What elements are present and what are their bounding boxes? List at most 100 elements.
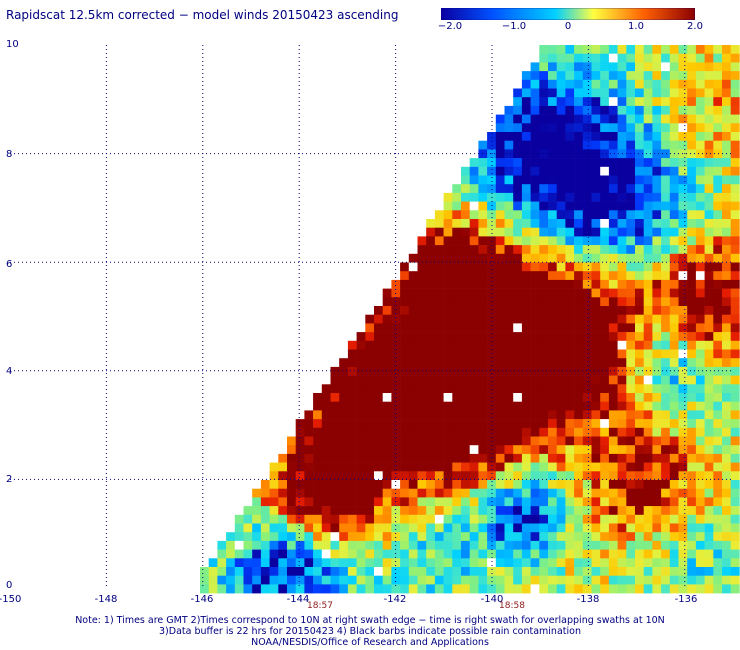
swath-cell xyxy=(443,488,453,498)
swath-cell xyxy=(643,71,653,81)
swath-cell xyxy=(591,297,601,307)
swath-cell xyxy=(643,279,653,289)
swath-cell xyxy=(626,436,636,446)
swath-cell xyxy=(600,166,610,176)
swath-cell xyxy=(600,549,610,559)
swath-cell xyxy=(504,471,514,481)
swath-cell xyxy=(269,488,279,498)
swath-cell xyxy=(617,184,627,194)
swath-cell xyxy=(704,219,714,228)
swath-cell xyxy=(382,584,392,594)
swath-cell xyxy=(391,384,401,394)
swath-cell xyxy=(269,480,279,489)
swath-cell xyxy=(722,410,731,420)
swath-cell xyxy=(608,575,618,585)
swath-cell xyxy=(626,514,636,524)
swath-cell xyxy=(443,393,453,402)
swath-cell xyxy=(582,88,592,98)
swath-cell xyxy=(504,332,514,342)
swath-cell xyxy=(400,332,410,342)
swath-cell xyxy=(730,401,740,411)
swath-cell xyxy=(521,575,531,585)
swath-cell xyxy=(426,306,436,315)
swath-cell xyxy=(652,140,662,150)
swath-cell xyxy=(687,88,697,98)
swath-cell xyxy=(713,166,723,176)
swath-cell xyxy=(243,540,253,550)
swath-cell xyxy=(695,140,705,150)
swath-cell xyxy=(556,201,566,211)
swath-cell xyxy=(600,314,610,324)
swath-cell xyxy=(530,288,540,298)
swath-cell xyxy=(521,401,531,411)
swath-cell xyxy=(443,514,453,524)
swath-cell xyxy=(391,279,401,289)
swath-cell xyxy=(400,366,410,376)
swath-cell xyxy=(417,506,427,516)
swath-cell xyxy=(521,314,531,324)
swath-cell xyxy=(730,88,740,98)
swath-cell xyxy=(504,306,514,315)
swath-cell xyxy=(408,401,418,411)
swath-cell xyxy=(608,384,618,394)
swath-cell xyxy=(521,497,531,507)
swath-cell xyxy=(434,279,444,289)
swath-cell xyxy=(382,558,392,568)
swath-cell xyxy=(661,53,671,63)
swath-cell xyxy=(374,514,383,524)
swath-cell xyxy=(365,584,375,594)
swath-cell xyxy=(687,210,697,220)
swath-cell xyxy=(339,497,349,507)
swath-cell xyxy=(574,427,584,437)
swath-cell xyxy=(252,506,262,516)
swath-cell xyxy=(426,549,436,559)
swath-cell xyxy=(643,506,653,516)
swath-cell xyxy=(730,132,740,141)
swath-cell xyxy=(426,532,436,542)
swath-cell xyxy=(678,245,688,255)
swath-cell xyxy=(434,427,444,437)
swath-cell xyxy=(417,297,427,307)
swath-cell xyxy=(626,410,636,420)
swath-cell xyxy=(565,192,575,202)
swath-cell xyxy=(695,253,705,263)
swath-cell xyxy=(478,140,488,150)
swath-cell xyxy=(417,262,427,272)
swath-cell xyxy=(417,245,427,255)
swath-cell xyxy=(643,314,653,324)
swath-cell xyxy=(626,262,636,272)
swath-cell xyxy=(678,349,688,359)
swath-cell xyxy=(713,375,723,385)
swath-cell xyxy=(339,558,349,568)
swath-cell xyxy=(426,332,436,342)
swath-cell xyxy=(365,375,375,385)
swath-cell xyxy=(365,558,375,568)
swath-cell xyxy=(330,436,340,446)
swath-cell xyxy=(513,88,523,98)
swath-cell xyxy=(252,532,262,542)
swath-cell xyxy=(260,558,270,568)
swath-cell xyxy=(548,140,557,150)
swath-cell xyxy=(661,279,671,289)
swath-cell xyxy=(382,323,392,333)
swath-cell xyxy=(574,349,584,359)
swath-cell xyxy=(469,340,479,350)
swath-cell xyxy=(530,323,540,333)
swath-cell xyxy=(504,184,514,194)
swath-cell xyxy=(669,401,679,411)
swath-cell xyxy=(461,271,470,281)
swath-cell xyxy=(582,567,592,576)
swath-cell xyxy=(687,358,697,368)
swath-cell xyxy=(347,575,357,585)
swath-cell xyxy=(347,427,357,437)
swath-cell xyxy=(617,332,627,342)
swath-cell xyxy=(600,567,610,576)
swath-cell xyxy=(339,549,349,559)
swath-cell xyxy=(365,514,375,524)
swath-cell xyxy=(704,262,714,272)
swath-cell xyxy=(504,540,514,550)
swath-cell xyxy=(591,210,601,220)
swath-cell xyxy=(643,201,653,211)
swath-cell xyxy=(504,393,514,402)
swath-cell xyxy=(600,419,610,429)
